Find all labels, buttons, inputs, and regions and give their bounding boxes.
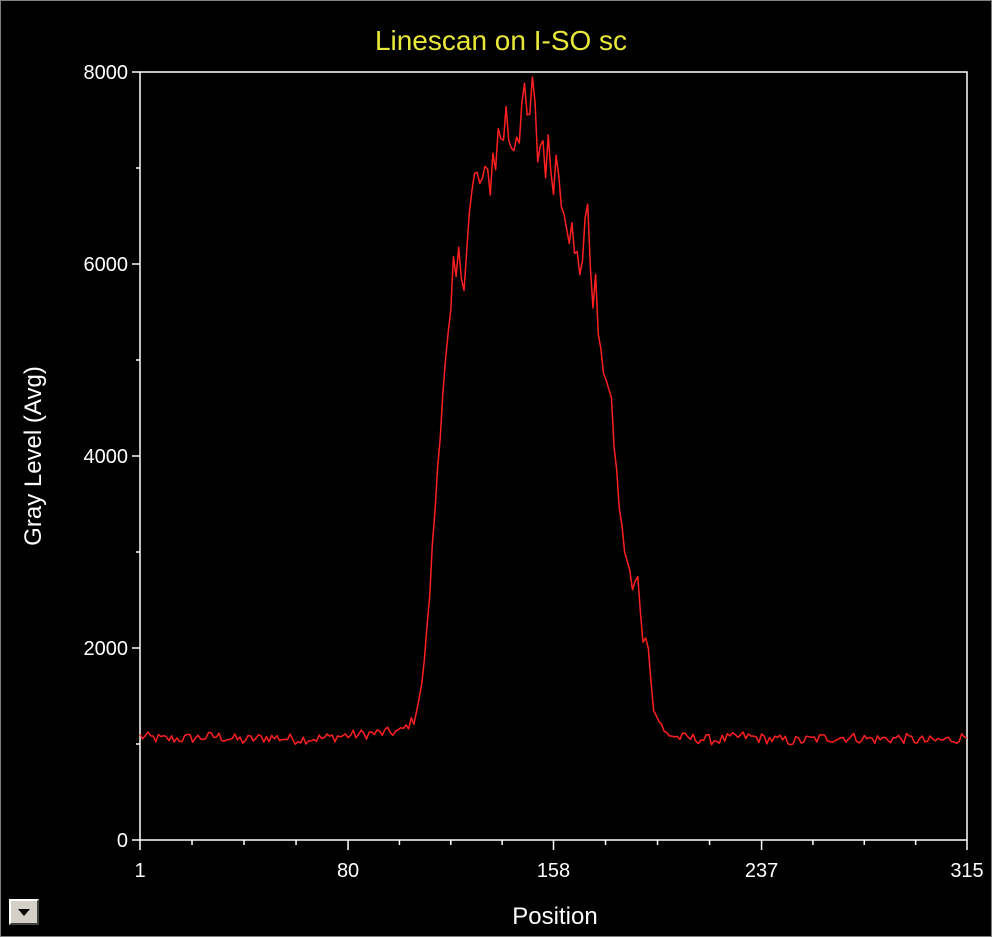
- y-axis: 0 2000 4000 6000 8000: [84, 62, 140, 852]
- series-line: [139, 76, 968, 746]
- y-tick-label: 6000: [84, 254, 129, 276]
- x-tick-label: 237: [745, 860, 778, 882]
- x-axis: 1 80 158 237 315: [134, 840, 984, 882]
- x-tick-label: 158: [537, 860, 570, 882]
- x-tick-label: 1: [134, 860, 145, 882]
- y-tick-label: 4000: [84, 446, 129, 468]
- y-tick-label: 2000: [84, 638, 129, 660]
- chart-title: Linescan on I-SO sc: [375, 25, 627, 56]
- x-tick-label: 80: [337, 860, 359, 882]
- y-tick-label: 8000: [84, 62, 129, 84]
- dropdown-button[interactable]: [9, 899, 39, 925]
- x-tick-label: 315: [950, 860, 983, 882]
- y-axis-label: Gray Level (Avg): [20, 366, 47, 546]
- x-axis-label: Position: [512, 903, 597, 930]
- chevron-down-icon: [18, 909, 30, 916]
- y-tick-label: 0: [117, 830, 128, 852]
